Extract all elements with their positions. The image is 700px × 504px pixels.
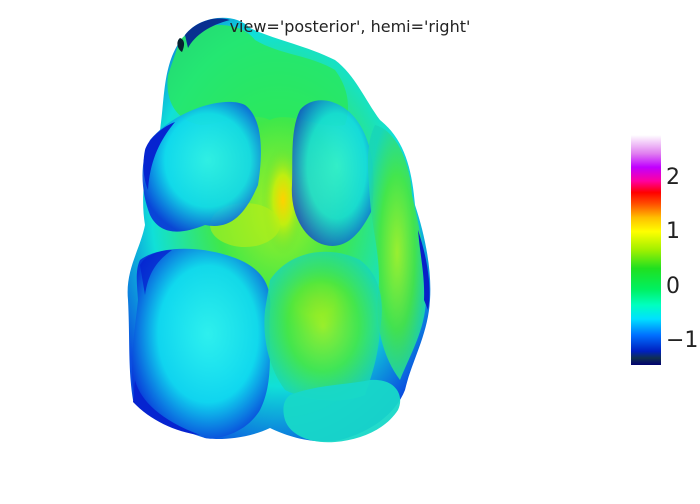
upper-left-lobe — [142, 101, 261, 232]
colorbar-tick-label: 1 — [666, 219, 680, 245]
colorbar-tick-label: −1 — [666, 327, 699, 353]
lower-left-lobe — [131, 248, 271, 439]
upper-right-lobe — [291, 100, 374, 246]
colorbar — [631, 135, 661, 365]
superior-region — [167, 25, 348, 126]
bottom-right-lobe — [283, 379, 401, 443]
colorbar-gradient — [631, 135, 661, 365]
colorbar-tick-label: 0 — [666, 273, 680, 299]
plot-title: view='posterior', hemi='right' — [229, 17, 471, 36]
right-lateral-region — [367, 125, 427, 380]
colorbar-tick-label: 2 — [666, 165, 680, 191]
lower-middle-lobe — [264, 251, 382, 401]
